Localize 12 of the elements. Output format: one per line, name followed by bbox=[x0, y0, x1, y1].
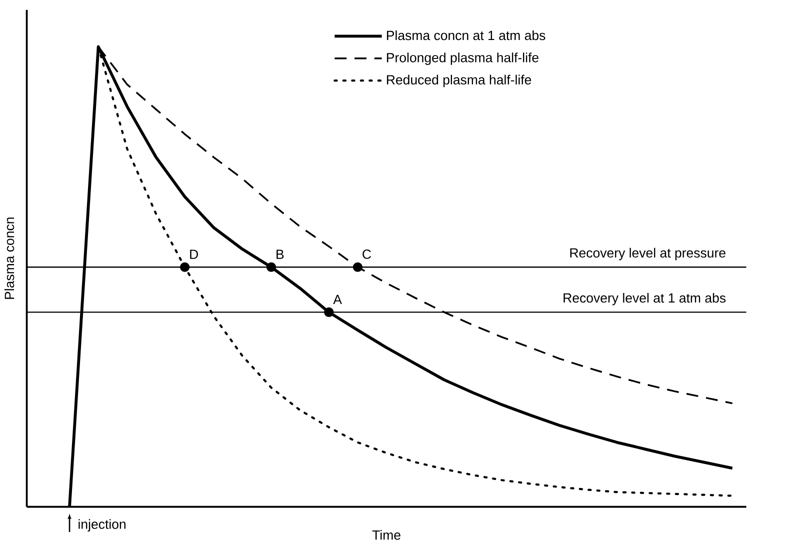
annotation: A bbox=[333, 294, 342, 304]
legend-label: Plasma concn at 1 atm abs bbox=[386, 30, 546, 40]
x-axis-title: Time bbox=[372, 530, 400, 540]
annotation: B bbox=[276, 250, 284, 259]
annotation: D bbox=[190, 250, 198, 259]
legend-label: Prolonged plasma half-life bbox=[386, 52, 538, 65]
ref-line-label: Recovery level at 1 atm abs bbox=[564, 292, 726, 306]
legend-label: Reduced plasma half-life bbox=[386, 74, 532, 87]
text: injection bbox=[78, 518, 126, 532]
ref-line-label: Recovery level at pressure bbox=[570, 248, 726, 260]
y-axis-title: Plasma concn bbox=[4, 217, 14, 299]
annotation: C bbox=[362, 249, 372, 259]
